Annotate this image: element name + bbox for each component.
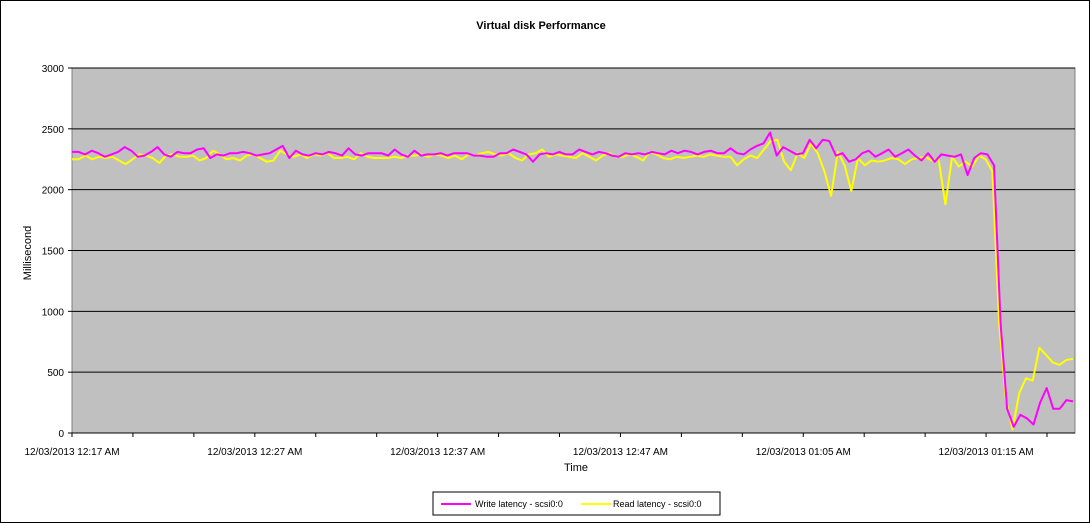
y-axis-ticks: 0 500 1000 1500 2000 2500 3000: [42, 64, 72, 440]
x-tick-label: 12/03/2013 01:15 AM: [939, 447, 1034, 458]
series-line-read-latency: [72, 138, 1074, 431]
legend-box: [432, 491, 721, 516]
y-tick-label: 3000: [42, 64, 65, 75]
chart-title: Virtual disk Performance: [476, 20, 605, 32]
y-tick-label: 2500: [42, 125, 65, 136]
x-tick-label: 12/03/2013 12:17 AM: [24, 447, 119, 458]
y-tick-label: 1500: [42, 247, 65, 258]
legend-label-write: Write latency - scsi0:0: [475, 499, 563, 509]
series-lines: [72, 131, 1074, 431]
series-line-write-latency: [72, 131, 1074, 428]
x-tick-label: 12/03/2013 01:05 AM: [756, 447, 851, 458]
x-tick-label: 12/03/2013 12:37 AM: [390, 447, 485, 458]
x-axis-ticks: 12/03/2013 12:17 AM 12/03/2013 12:27 AM 12…: [24, 432, 1075, 458]
y-tick-label: 0: [58, 429, 64, 440]
y-tick-label: 500: [47, 368, 64, 379]
legend: Write latency - scsi0:0 Read latency - s…: [432, 491, 721, 516]
gridlines: [72, 67, 1075, 373]
y-tick-label: 1000: [42, 307, 65, 318]
y-tick-label: 2000: [42, 186, 65, 197]
x-tick-label: 12/03/2013 12:27 AM: [207, 447, 302, 458]
x-tick-label: 12/03/2013 12:47 AM: [573, 447, 668, 458]
legend-label-read: Read latency - scsi0:0: [613, 499, 702, 509]
y-axis-label: Millisecond: [22, 226, 34, 280]
x-axis-label: Time: [564, 462, 588, 474]
